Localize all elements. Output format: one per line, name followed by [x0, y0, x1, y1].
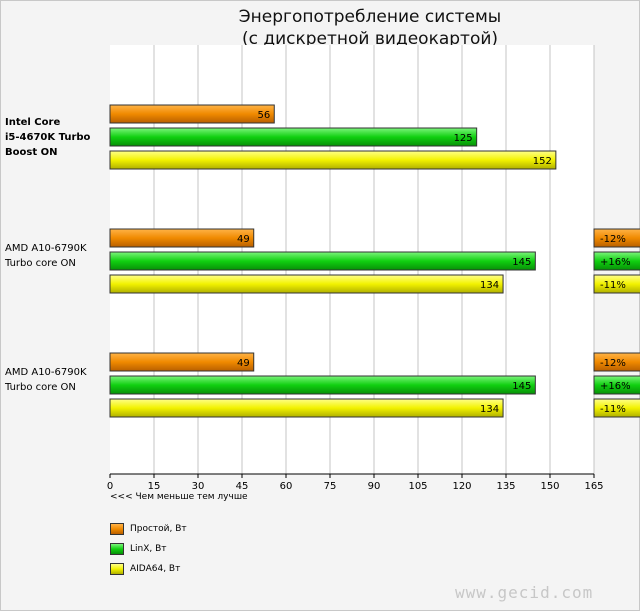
title-line-2: (с дискретной видеокартой) — [241, 29, 499, 49]
bar — [109, 150, 557, 170]
category-label: AMD A10-6790K Turbo core ON — [5, 241, 105, 271]
delta-badge — [593, 398, 640, 418]
x-axis-note: <<< Чем меньше тем лучше — [110, 492, 248, 502]
delta-badge — [593, 375, 640, 395]
delta-badge — [593, 274, 640, 294]
x-axis-ticks: 0 15 30 45 60 75 90 105 120 135 150 165 — [107, 474, 604, 492]
category-label-line: Turbo core ON — [5, 382, 76, 393]
category-label-line: AMD A10-6790K — [5, 367, 87, 378]
delta-label: -12% — [600, 358, 626, 369]
legend-label: Простой, Вт — [130, 524, 187, 534]
category-label-line: Intel Core — [5, 117, 61, 128]
category-label: AMD A10-6790K Turbo core ON — [5, 365, 105, 395]
bar-value-label: 56 — [258, 110, 271, 121]
bars: 56 125 152 49 145 134 49 145 134 — [109, 104, 557, 418]
category-label-line: Boost ON — [5, 147, 58, 158]
bar-value-label: 134 — [480, 404, 499, 415]
bar — [109, 398, 504, 418]
legend-swatch — [110, 542, 124, 555]
watermark: www.gecid.com — [455, 583, 594, 602]
x-tick-label: 105 — [408, 481, 427, 492]
delta-badges: -12% +16% -11% -12% +16% -11% — [593, 228, 640, 418]
delta-label: -11% — [600, 404, 626, 415]
legend-item: AIDA64, Вт — [110, 562, 180, 576]
x-tick-label: 90 — [368, 481, 381, 492]
bar-value-label: 145 — [512, 257, 531, 268]
bar-value-label: 125 — [454, 133, 473, 144]
category-label-line: i5-4670K Turbo — [5, 132, 91, 143]
x-tick-label: 120 — [452, 481, 471, 492]
category-label-line: Turbo core ON — [5, 258, 76, 269]
bar — [109, 228, 255, 248]
bar-value-label: 145 — [512, 381, 531, 392]
delta-label: +16% — [600, 381, 631, 392]
bar — [109, 274, 504, 294]
x-tick-label: 30 — [192, 481, 205, 492]
title-line-1: Энергопотребление системы — [238, 7, 502, 27]
category-label-line: AMD A10-6790K — [5, 243, 87, 254]
delta-label: -11% — [600, 280, 626, 291]
legend-label: LinX, Вт — [130, 544, 167, 554]
x-tick-label: 15 — [148, 481, 161, 492]
delta-label: -12% — [600, 234, 626, 245]
x-tick-label: 165 — [584, 481, 603, 492]
legend-swatch — [110, 522, 124, 535]
category-label: Intel Core i5-4670K Turbo Boost ON — [5, 115, 105, 160]
bar — [109, 104, 275, 124]
delta-badge — [593, 352, 640, 372]
x-tick-label: 75 — [324, 481, 337, 492]
x-tick-label: 150 — [540, 481, 559, 492]
bar — [109, 251, 536, 271]
legend-label: AIDA64, Вт — [130, 564, 181, 574]
bar-value-label: 49 — [237, 358, 250, 369]
bar — [109, 375, 536, 395]
delta-label: +16% — [600, 257, 631, 268]
x-tick-label: 60 — [280, 481, 293, 492]
x-tick-label: 0 — [107, 481, 113, 492]
bar — [109, 127, 478, 147]
x-tick-label: 135 — [496, 481, 515, 492]
legend-item: Простой, Вт — [110, 522, 187, 536]
delta-badge — [593, 228, 640, 248]
bar-value-label: 152 — [533, 156, 552, 167]
delta-badge — [593, 251, 640, 271]
x-tick-label: 45 — [236, 481, 249, 492]
bar-value-label: 134 — [480, 280, 499, 291]
chart-title: Энергопотребление системы (с дискретной … — [0, 6, 640, 50]
bar-value-label: 49 — [237, 234, 250, 245]
bar — [109, 352, 255, 372]
legend-item: LinX, Вт — [110, 542, 167, 556]
legend-swatch — [110, 562, 124, 575]
